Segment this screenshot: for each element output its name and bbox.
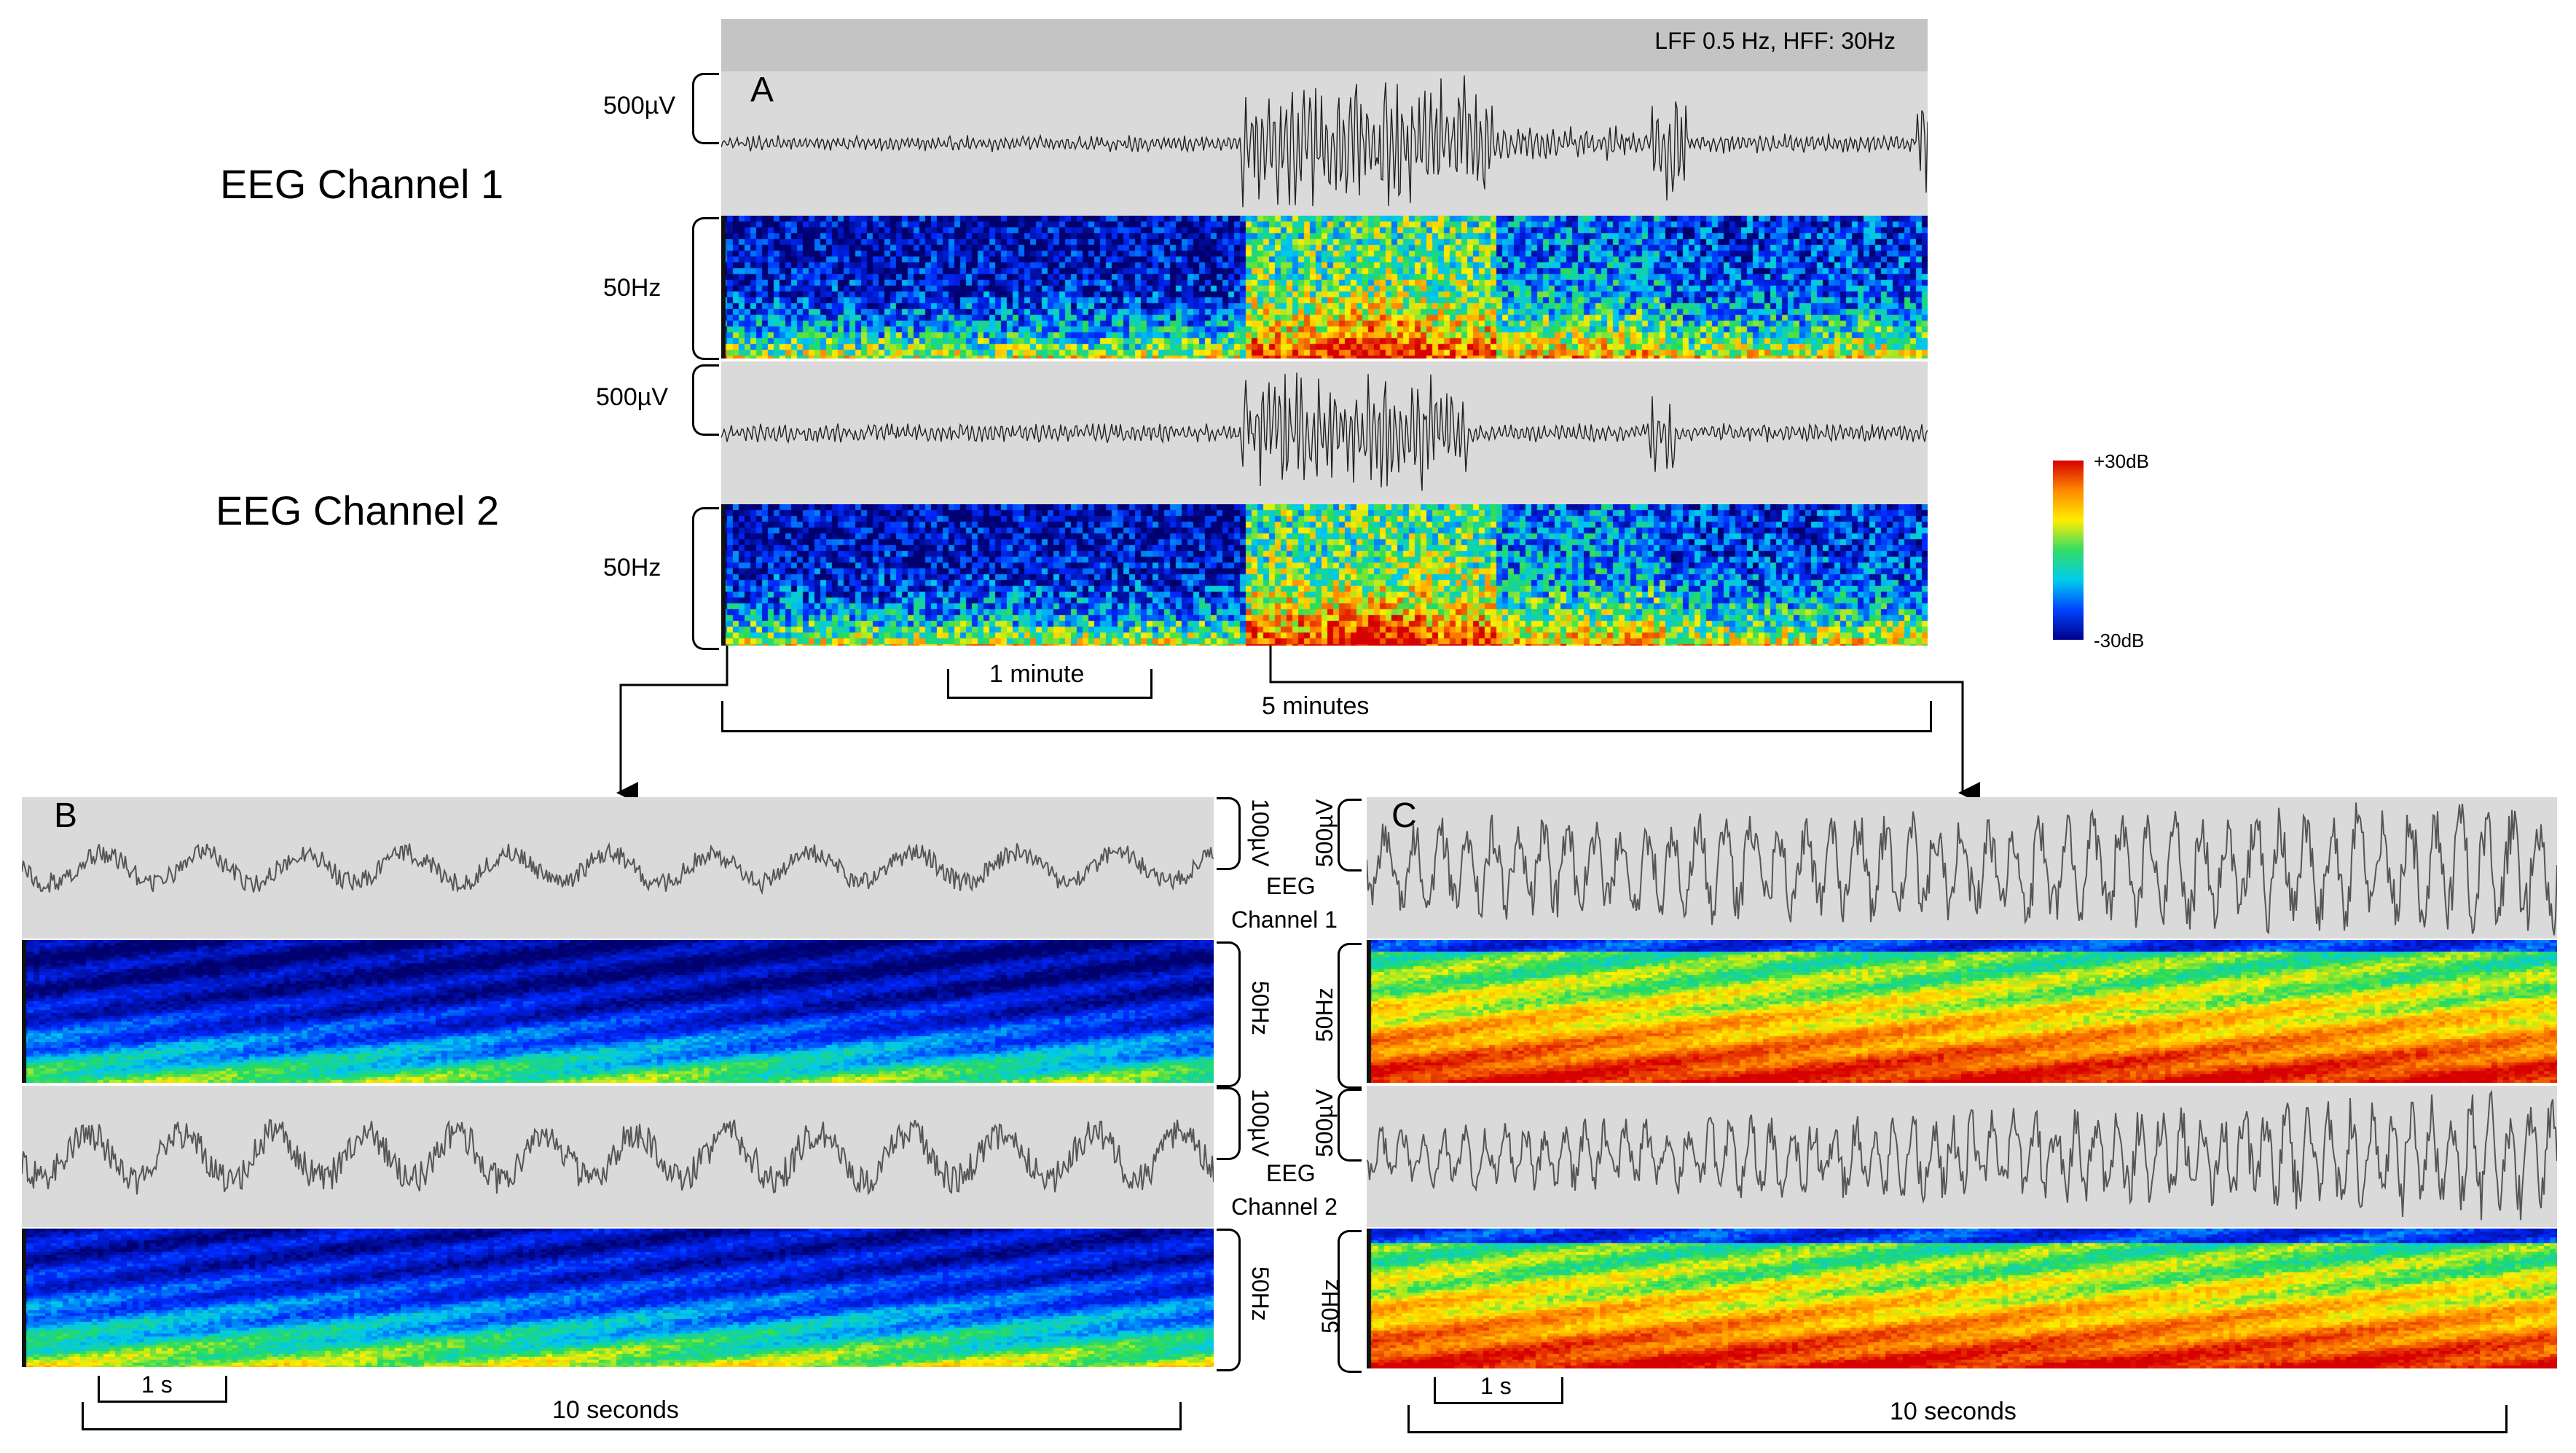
c-scale-10s: [1407, 1405, 2508, 1433]
c-scale-1s: [1434, 1377, 1563, 1404]
ch2-amplitude-label: 500µV: [596, 383, 668, 411]
panel-b-ch2-trace: [22, 1086, 1214, 1227]
colorbar-top-label: +30dB: [2094, 450, 2149, 472]
panel-b-ch1-spectrogram: [22, 940, 1214, 1083]
panel-c-letter: C: [1391, 796, 1417, 835]
colorbar-bottom-label: -30dB: [2094, 630, 2145, 651]
eeg-waveform: [1367, 1089, 2557, 1221]
ch1-amplitude-label: 500µV: [603, 92, 675, 120]
eeg-waveform: [721, 372, 1928, 491]
b-ch2-amplitude-label: 100µV: [1247, 1089, 1273, 1157]
ch2-frequency-label: 50Hz: [603, 554, 661, 581]
panel-c-ch1-spectrogram: [1367, 940, 2557, 1083]
b-ch1-frequency-brace: [1217, 941, 1241, 1087]
c-ch2-amplitude-label: 500µV: [1311, 1089, 1338, 1157]
c-ch2-frequency-brace: [1338, 1230, 1362, 1373]
b-scale-10s: [82, 1402, 1182, 1430]
ch2-amplitude-brace: [692, 364, 719, 436]
ch1-amplitude-brace: [692, 73, 719, 144]
scale-5-minutes: [721, 701, 1932, 732]
panel-c-ch2-spectrogram: [1367, 1229, 2557, 1368]
b-ch1-amplitude-brace: [1217, 797, 1241, 870]
scale-1-minute-label: 1 minute: [989, 660, 1085, 688]
ch2-frequency-brace: [692, 507, 719, 650]
panel-a-letter: A: [750, 71, 774, 109]
b-scale-1s: [98, 1376, 227, 1403]
scale-5-minutes-label: 5 minutes: [1262, 692, 1370, 720]
b-ch2-amplitude-brace: [1217, 1087, 1241, 1160]
filter-banner-text: LFF 0.5 Hz, HFF: 30Hz: [1654, 28, 1896, 54]
panel-b-ch2-spectrogram: [22, 1229, 1214, 1367]
panel-a-ch1-spectrogram: [721, 216, 1928, 359]
panel-b-ch1-trace: [22, 797, 1214, 939]
channel-2-title: EEG Channel 2: [216, 487, 500, 533]
panel-a-ch2-trace: [721, 361, 1928, 504]
c-ch1-amplitude-brace: [1338, 799, 1362, 872]
b-ch2-frequency-brace: [1217, 1229, 1241, 1371]
c-ch1-frequency-brace: [1338, 943, 1362, 1089]
channel-1-title: EEG Channel 1: [220, 161, 504, 207]
ch1-frequency-label: 50Hz: [603, 274, 661, 302]
zoom-channel-1-label-line2: Channel 1: [1231, 906, 1338, 933]
scale-1-minute: [947, 669, 1152, 699]
b-ch2-frequency-label: 50Hz: [1247, 1266, 1273, 1321]
b-ch1-amplitude-label: 100µV: [1247, 799, 1273, 867]
panel-c-ch2-trace: [1367, 1086, 2557, 1227]
eeg-waveform: [22, 842, 1214, 896]
b-scale-1s-label: 1 s: [141, 1371, 173, 1398]
zoom-channel-2-label-line2: Channel 2: [1231, 1194, 1338, 1220]
c-ch2-frequency-label: 50Hz: [1317, 1279, 1343, 1333]
ch1-frequency-brace: [692, 217, 719, 360]
b-ch1-frequency-label: 50Hz: [1247, 981, 1273, 1035]
eeg-waveform: [1367, 802, 2557, 936]
zoom-channel-1-label-line1: EEG: [1266, 873, 1316, 899]
c-scale-1s-label: 1 s: [1480, 1373, 1512, 1399]
c-ch1-amplitude-label: 500µV: [1311, 799, 1338, 867]
c-ch1-frequency-label: 50Hz: [1311, 987, 1338, 1042]
c-scale-10s-label: 10 seconds: [1890, 1398, 2017, 1425]
colorbar-gradient: [2053, 461, 2084, 640]
panel-a-ch1-trace: [721, 71, 1928, 216]
b-scale-10s-label: 10 seconds: [552, 1396, 679, 1424]
panel-c-ch1-trace: [1367, 797, 2557, 939]
eeg-waveform: [22, 1119, 1214, 1196]
filter-banner: LFF 0.5 Hz, HFF: 30Hz: [721, 19, 1928, 71]
c-ch2-amplitude-brace: [1338, 1089, 1362, 1162]
eeg-waveform: [721, 75, 1928, 208]
panel-a-ch2-spectrogram: [721, 504, 1928, 646]
zoom-channel-2-label-line1: EEG: [1266, 1160, 1316, 1186]
panel-b-letter: B: [54, 796, 78, 835]
